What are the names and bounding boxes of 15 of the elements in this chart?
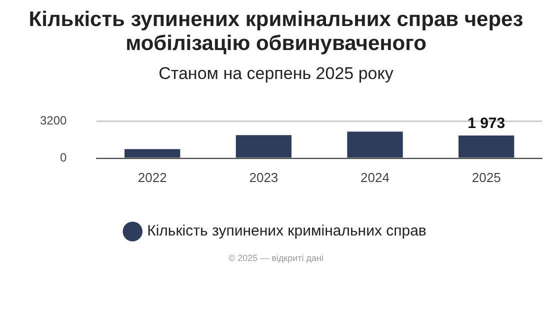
y-tick-label: 0: [60, 150, 68, 165]
chart-subtitle: Станом на серпень 2025 року: [158, 64, 394, 84]
data-label: 1 973: [468, 115, 506, 132]
bar: [124, 149, 180, 158]
x-tick-label: 2024: [360, 170, 390, 185]
legend-label: Кількість зупинених кримінальних справ: [147, 222, 426, 240]
y-tick-label: 3200: [40, 114, 68, 128]
text: © 2025 — відкриті дані: [227, 253, 324, 263]
bar: [236, 135, 292, 158]
x-tick-label: 2025: [472, 170, 501, 185]
bar: [458, 135, 514, 158]
chart-title: Кількість зупинених кримінальних справ через мобілізацію обвинуваченого: [28, 8, 524, 56]
x-tick-label: 2022: [138, 170, 167, 185]
x-tick-label: 2023: [249, 170, 278, 185]
bar: [347, 132, 403, 158]
